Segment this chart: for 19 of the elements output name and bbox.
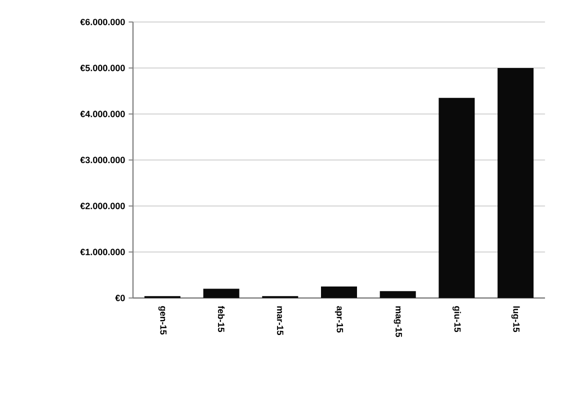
x-tick-label: gen-15 bbox=[158, 306, 166, 335]
y-tick-label: €0 bbox=[115, 294, 125, 302]
y-tick-label: €6.000.000 bbox=[80, 18, 125, 26]
bar bbox=[380, 291, 416, 298]
x-tick-label: feb-15 bbox=[218, 306, 225, 332]
y-tick-label: €5.000.000 bbox=[80, 64, 125, 72]
x-tick-label: giu-15 bbox=[452, 306, 461, 332]
x-tick-label: apr-15 bbox=[334, 306, 344, 333]
y-tick-label: €4.000.000 bbox=[80, 110, 125, 118]
x-tick-label: mag-15 bbox=[394, 306, 402, 338]
y-tick-label: €1.000.000 bbox=[80, 248, 125, 256]
y-tick-label: €2.000.000 bbox=[80, 202, 125, 210]
bar bbox=[321, 286, 357, 298]
x-tick-label: lug-15 bbox=[511, 306, 520, 332]
y-tick-label: €3.000.000 bbox=[80, 156, 125, 164]
bar bbox=[438, 98, 475, 298]
bar bbox=[498, 68, 534, 298]
x-tick-label: mar-15 bbox=[276, 306, 284, 336]
bar bbox=[203, 288, 240, 298]
